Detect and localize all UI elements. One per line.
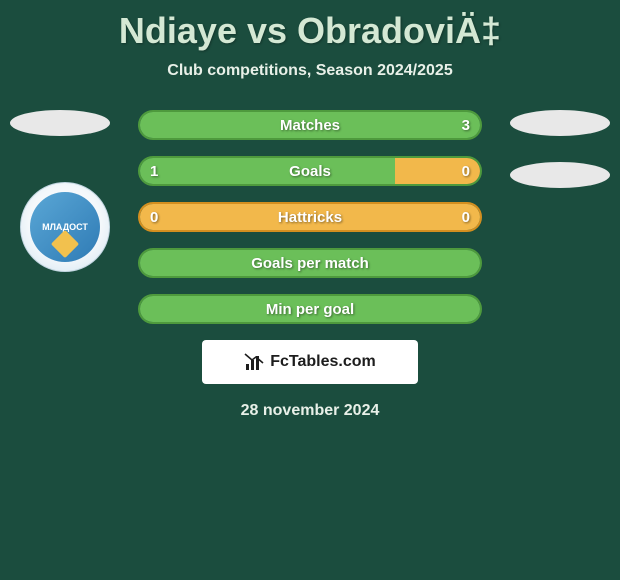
stat-label: Matches [280,117,340,134]
stat-value-right: 0 [462,163,470,180]
stat-row: Goals per match [138,248,482,278]
page-title: Ndiaye vs ObradoviÄ‡ [0,0,620,52]
stat-row: Matches 3 [138,110,482,140]
stat-label: Goals per match [251,255,369,272]
stat-value-right: 0 [462,209,470,226]
club-crest: МЛАДОСТ [20,182,110,272]
stat-row: Min per goal [138,294,482,324]
player-slot-right-1 [510,110,610,136]
page-subtitle: Club competitions, Season 2024/2025 [0,62,620,80]
stat-value-left: 1 [150,163,158,180]
stat-label: Goals [289,163,331,180]
attribution-text: FcTables.com [270,353,376,371]
stat-value-right: 3 [462,117,470,134]
stat-label: Hattricks [278,209,342,226]
club-crest-label: МЛАДОСТ [30,192,100,262]
stat-value-left: 0 [150,209,158,226]
attribution-badge[interactable]: FcTables.com [202,340,418,384]
bar-chart-icon [244,352,264,372]
stat-label: Min per goal [266,301,354,318]
player-slot-left-1 [10,110,110,136]
stat-row: 0 Hattricks 0 [138,202,482,232]
stat-row: 1 Goals 0 [138,156,482,186]
stat-rows: Matches 3 1 Goals 0 0 Hattricks 0 Goals per matc… [138,110,482,324]
stats-area: МЛАДОСТ Matches 3 1 Goals 0 0 Hattricks 0 Goals … [0,110,620,420]
date-text: 28 november 2024 [0,402,620,420]
player-slot-right-2 [510,162,610,188]
